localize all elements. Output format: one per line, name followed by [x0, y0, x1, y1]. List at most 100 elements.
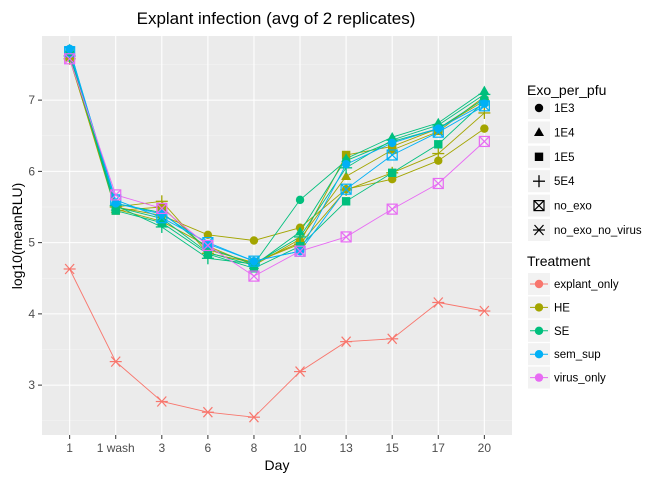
series-line-SE-1E4	[69, 48, 485, 266]
data-point-virus_only-no_exo	[294, 245, 306, 257]
data-point-virus_only-no_exo	[64, 53, 76, 65]
x-axis: 1 1 wash 3 6 8 10 13 15 17 20	[66, 435, 491, 455]
data-point-explant_only-no_exo_no_virus	[340, 336, 353, 348]
data-point-explant_only-no_exo_no_virus	[247, 411, 260, 423]
legend-label: 5E4	[554, 176, 575, 188]
data-point-sem_sup-no_exo	[478, 100, 490, 112]
data-point-explant_only-no_exo_no_virus	[386, 333, 399, 345]
data-point-virus_only-no_exo	[202, 239, 214, 252]
data-point-HE-5E4	[432, 147, 445, 160]
legend-key-dot-HE	[534, 303, 544, 312]
data-point-virus_only-no_exo	[156, 202, 168, 215]
legend-key-1E5	[534, 152, 544, 161]
data-point-SE-1E4	[341, 153, 352, 163]
x-tick-label: 8	[251, 441, 258, 455]
data-point-SE-1E5	[341, 197, 351, 206]
legend-key-1E3	[534, 103, 544, 113]
data-point-explant_only-no_exo_no_virus	[478, 305, 491, 317]
x-axis-title: Day	[265, 457, 290, 473]
data-point-HE-5E4	[478, 106, 491, 119]
data-point-HE-1E3	[480, 124, 489, 133]
data-point-sem_sup-1E3	[387, 138, 397, 148]
data-point-SE-5E4	[294, 230, 307, 243]
legend-key-5E4	[533, 175, 545, 188]
data-point-HE-1E4	[341, 171, 352, 180]
data-point-SE-5E4	[478, 88, 491, 101]
data-point-sem_sup-no_exo	[248, 255, 260, 267]
data-point-explant_only-no_exo_no_virus	[155, 396, 168, 407]
legend-title-treatment: Treatment	[527, 253, 590, 269]
x-tick-label: 1	[66, 441, 73, 455]
legend-label: SE	[554, 326, 570, 338]
data-point-SE-5E4	[201, 252, 214, 265]
chart-title: Explant infection (avg of 2 replicates)	[137, 9, 416, 28]
y-tick-label: 7	[28, 93, 35, 107]
series-points	[63, 43, 491, 423]
legend-title-exo: Exo_per_pfu	[527, 82, 606, 98]
legend-treatment: Treatment explant_only HE SE sem_sup virus_o…	[527, 253, 619, 389]
series-line-virus_only-no_exo	[69, 58, 485, 277]
data-point-virus_only-no_exo	[478, 135, 490, 148]
data-point-HE-5E4	[155, 195, 168, 208]
legend-label: no_exo_no_virus	[554, 225, 642, 237]
data-point-HE-1E3	[203, 230, 213, 239]
y-tick-label: 4	[28, 307, 35, 321]
legend-label: no_exo	[554, 201, 592, 213]
y-tick-label: 3	[28, 378, 35, 392]
series-line-HE-1E3	[69, 57, 485, 241]
data-point-explant_only-no_exo_no_virus	[432, 297, 445, 308]
legend-key-dot-explant_only	[534, 279, 544, 289]
legend-key-dot-virus_only	[534, 373, 544, 382]
data-point-SE-1E5	[387, 168, 397, 177]
data-point-sem_sup-no_exo	[156, 212, 168, 224]
x-tick-label: 10	[293, 441, 307, 455]
legend-label: 1E5	[554, 152, 574, 164]
data-point-explant_only-no_exo_no_virus	[63, 263, 76, 275]
y-axis-title: log10(meanRLU)	[9, 183, 25, 290]
data-point-virus_only-no_exo	[248, 270, 260, 282]
data-point-sem_sup-no_exo	[386, 149, 398, 161]
y-tick-label: 5	[28, 236, 35, 250]
data-point-virus_only-no_exo	[386, 203, 398, 215]
series-line-SE-5E4	[69, 55, 485, 265]
series-line-sem_sup-no_exo	[69, 51, 485, 262]
data-point-HE-1E3	[249, 236, 259, 245]
data-point-explant_only-no_exo_no_virus	[201, 406, 214, 418]
x-tick-label: 17	[432, 441, 446, 455]
legend-key-1E4	[534, 127, 544, 136]
x-tick-label: 6	[205, 441, 212, 455]
data-point-virus_only-no_exo	[110, 189, 122, 201]
legend-label: sem_sup	[554, 349, 601, 361]
legend-key-dot-SE	[534, 326, 544, 335]
legend-label: explant_only	[554, 279, 619, 291]
x-tick-label: 15	[386, 441, 400, 455]
legend-key-no_exo	[533, 200, 545, 212]
data-point-HE-1E3	[434, 156, 443, 165]
data-point-sem_sup-no_exo	[432, 126, 444, 138]
x-tick-label: 3	[158, 441, 165, 455]
x-tick-label: 20	[478, 441, 492, 455]
data-point-SE-1E5	[434, 140, 443, 149]
legend-label: 1E3	[554, 103, 574, 115]
data-point-virus_only-no_exo	[432, 177, 444, 190]
y-tick-label: 6	[28, 164, 35, 178]
data-point-explant_only-no_exo_no_virus	[109, 356, 122, 368]
data-point-SE-1E3	[295, 195, 305, 205]
data-point-sem_sup-1E3	[203, 239, 213, 249]
plot-panel	[42, 36, 512, 435]
series-lines	[69, 48, 485, 418]
data-point-HE-1E3	[387, 175, 397, 184]
data-point-sem_sup-1E3	[341, 160, 351, 169]
series-line-SE-1E3	[69, 53, 485, 265]
x-tick-label: 13	[339, 441, 353, 455]
legend-exo-per-pfu: Exo_per_pfu 1E3 1E4 1E5 5E4 no_exo no_exo_no_…	[527, 82, 642, 241]
legend-label: virus_only	[554, 373, 606, 385]
data-point-virus_only-no_exo	[340, 231, 352, 243]
legend-key-dot-sem_sup	[534, 350, 544, 359]
y-axis: 3 4 5 6 7	[28, 93, 42, 392]
data-point-sem_sup-no_exo	[340, 183, 352, 195]
data-point-sem_sup-1E3	[480, 99, 489, 108]
legend-key-no_exo_no_virus	[533, 224, 545, 236]
series-line-HE-5E4	[69, 58, 485, 264]
